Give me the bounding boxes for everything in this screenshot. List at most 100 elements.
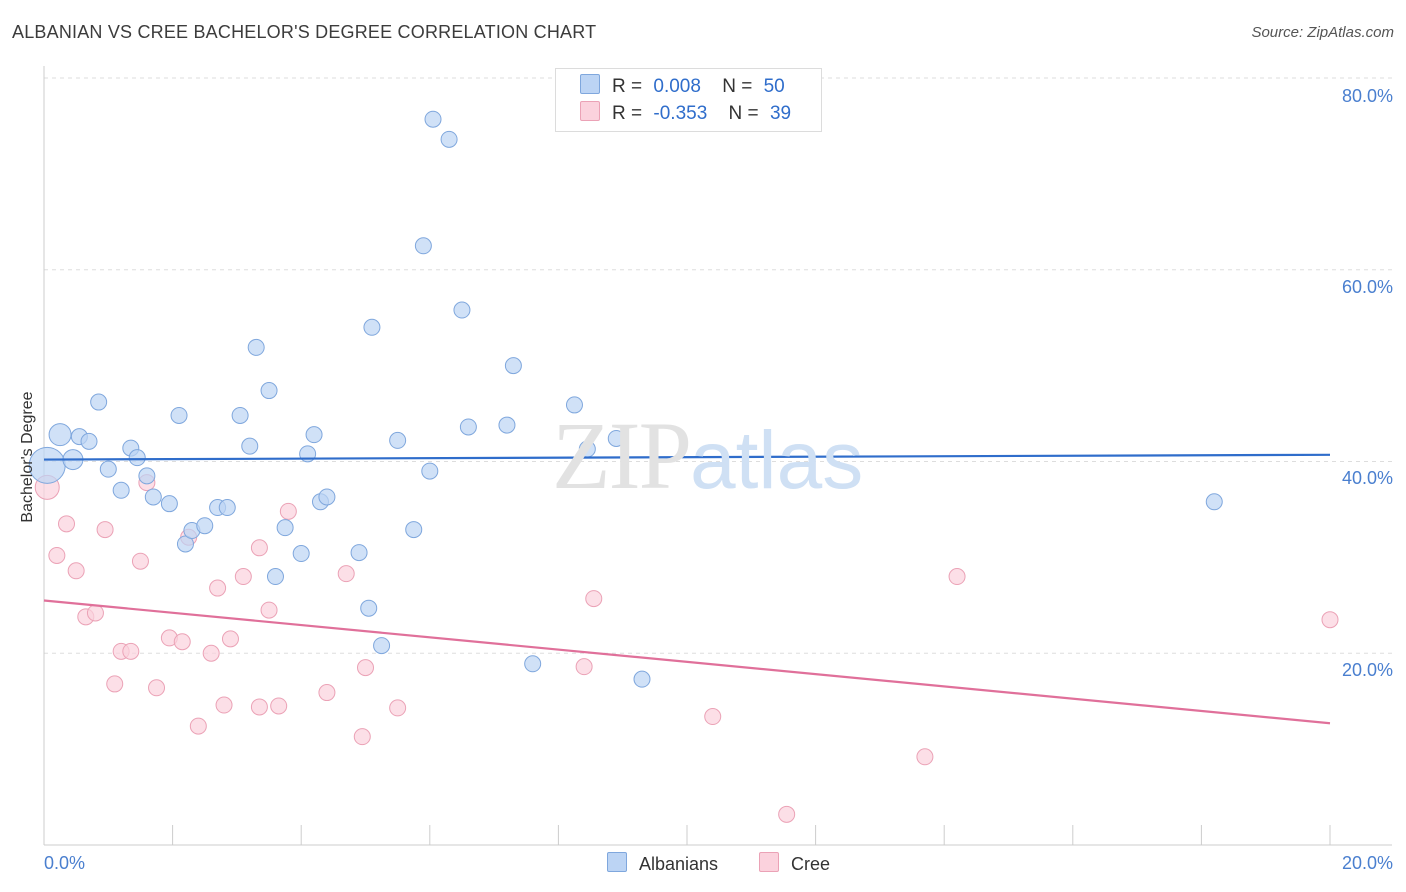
x-tick-label: 20.0%	[1341, 853, 1393, 873]
cree-point	[318, 684, 336, 702]
r-label: R =	[612, 103, 643, 124]
source-label: Source: ZipAtlas.com	[1251, 24, 1394, 41]
albanians-point	[498, 416, 516, 434]
trend-lines	[43, 453, 1331, 725]
albanians-points	[28, 110, 1223, 688]
chart-title: ALBANIAN VS CREE BACHELOR'S DEGREE CORRE…	[12, 22, 597, 42]
cree-point	[96, 521, 114, 539]
y-tick-label: 80.0%	[1341, 86, 1393, 106]
cree-point	[279, 502, 297, 520]
albanians-point	[160, 495, 178, 513]
cree-point	[215, 696, 233, 714]
albanians-point	[607, 429, 625, 447]
cree-point	[270, 697, 288, 715]
albanians-point	[241, 437, 259, 455]
albanians-point	[389, 431, 407, 449]
n-label: N =	[722, 76, 753, 97]
y-tick-label: 40.0%	[1341, 468, 1393, 488]
cree-point	[86, 604, 104, 622]
albanians-point	[405, 521, 423, 539]
stats-row-cree: R = -0.353 N = 39	[580, 101, 791, 127]
albanians-point	[421, 462, 439, 480]
cree-point	[1321, 611, 1339, 629]
cree-point	[357, 659, 374, 677]
albanians-point	[360, 599, 378, 617]
cree-point	[148, 679, 166, 697]
albanians-point	[424, 110, 442, 128]
y-axis-label: Bachelor's Degree	[19, 391, 36, 523]
albanians-point	[138, 467, 156, 485]
cree-point	[106, 675, 124, 693]
albanians-point	[99, 460, 117, 478]
albanians-point	[350, 544, 368, 562]
albanians-point	[414, 237, 432, 255]
cree-point	[704, 708, 722, 726]
cree-trend-line	[43, 599, 1331, 725]
cree-point	[575, 658, 593, 676]
cree-point	[948, 568, 966, 586]
stats-row-albanians: R = 0.008 N = 50	[580, 74, 785, 100]
cree-point	[221, 630, 239, 648]
legend-item-albanians[interactable]: Albanians	[607, 852, 718, 875]
cree-point	[67, 562, 85, 580]
albanians-point	[170, 406, 188, 424]
r-value: -0.353	[653, 103, 708, 124]
cree-point	[173, 633, 191, 651]
albanians-point	[504, 357, 522, 375]
albanians-point	[48, 423, 72, 447]
gridlines	[44, 77, 1392, 654]
cree-point	[48, 546, 66, 564]
cree-point	[353, 728, 371, 746]
albanians-point	[305, 426, 323, 444]
albanians-point	[196, 517, 214, 535]
albanians-point	[459, 418, 477, 436]
cree-swatch	[580, 101, 600, 121]
cree-point	[131, 552, 149, 570]
albanians-swatch	[607, 852, 627, 872]
legend-item-cree[interactable]: Cree	[759, 852, 830, 875]
cree-point	[189, 717, 207, 735]
cree-point	[778, 805, 796, 823]
cree-point	[585, 590, 603, 608]
albanians-point	[247, 338, 265, 356]
cree-point	[916, 748, 934, 766]
albanians-point	[128, 449, 146, 467]
albanians-point	[112, 481, 130, 499]
cree-swatch	[759, 852, 779, 872]
n-value: 39	[769, 103, 792, 124]
albanians-point	[80, 432, 98, 450]
cree-point	[250, 698, 268, 716]
cree-point	[202, 644, 220, 662]
albanians-point	[1205, 493, 1223, 511]
watermark-zip: ZIP	[552, 402, 692, 509]
cree-point	[58, 515, 76, 533]
albanians-point	[231, 406, 249, 424]
albanians-point	[318, 488, 336, 506]
albanians-point	[565, 396, 583, 414]
cree-points	[34, 474, 1339, 823]
cree-point	[337, 565, 355, 583]
albanians-point	[260, 382, 278, 400]
albanians-point	[440, 130, 458, 148]
cree-point	[389, 699, 407, 717]
cree-point	[260, 601, 278, 619]
albanians-point	[218, 499, 236, 517]
albanians-point	[373, 637, 391, 655]
n-value: 50	[763, 76, 785, 97]
n-label: N =	[728, 103, 759, 124]
albanians-point	[453, 301, 471, 319]
legend-label: Cree	[791, 854, 831, 874]
r-label: R =	[612, 76, 643, 97]
albanians-point	[292, 545, 310, 563]
x-tick-label: 0.0%	[44, 853, 86, 873]
watermark: ZIPatlas	[552, 400, 863, 511]
stats-legend: R = 0.008 N = 50 R = -0.353 N = 39	[555, 68, 822, 132]
cree-point	[209, 579, 227, 597]
albanians-point	[266, 568, 284, 586]
cree-point	[122, 642, 140, 660]
albanians-point	[90, 393, 108, 411]
albanians-point	[524, 655, 542, 673]
albanians-swatch	[580, 74, 600, 94]
albanians-point	[363, 318, 381, 336]
